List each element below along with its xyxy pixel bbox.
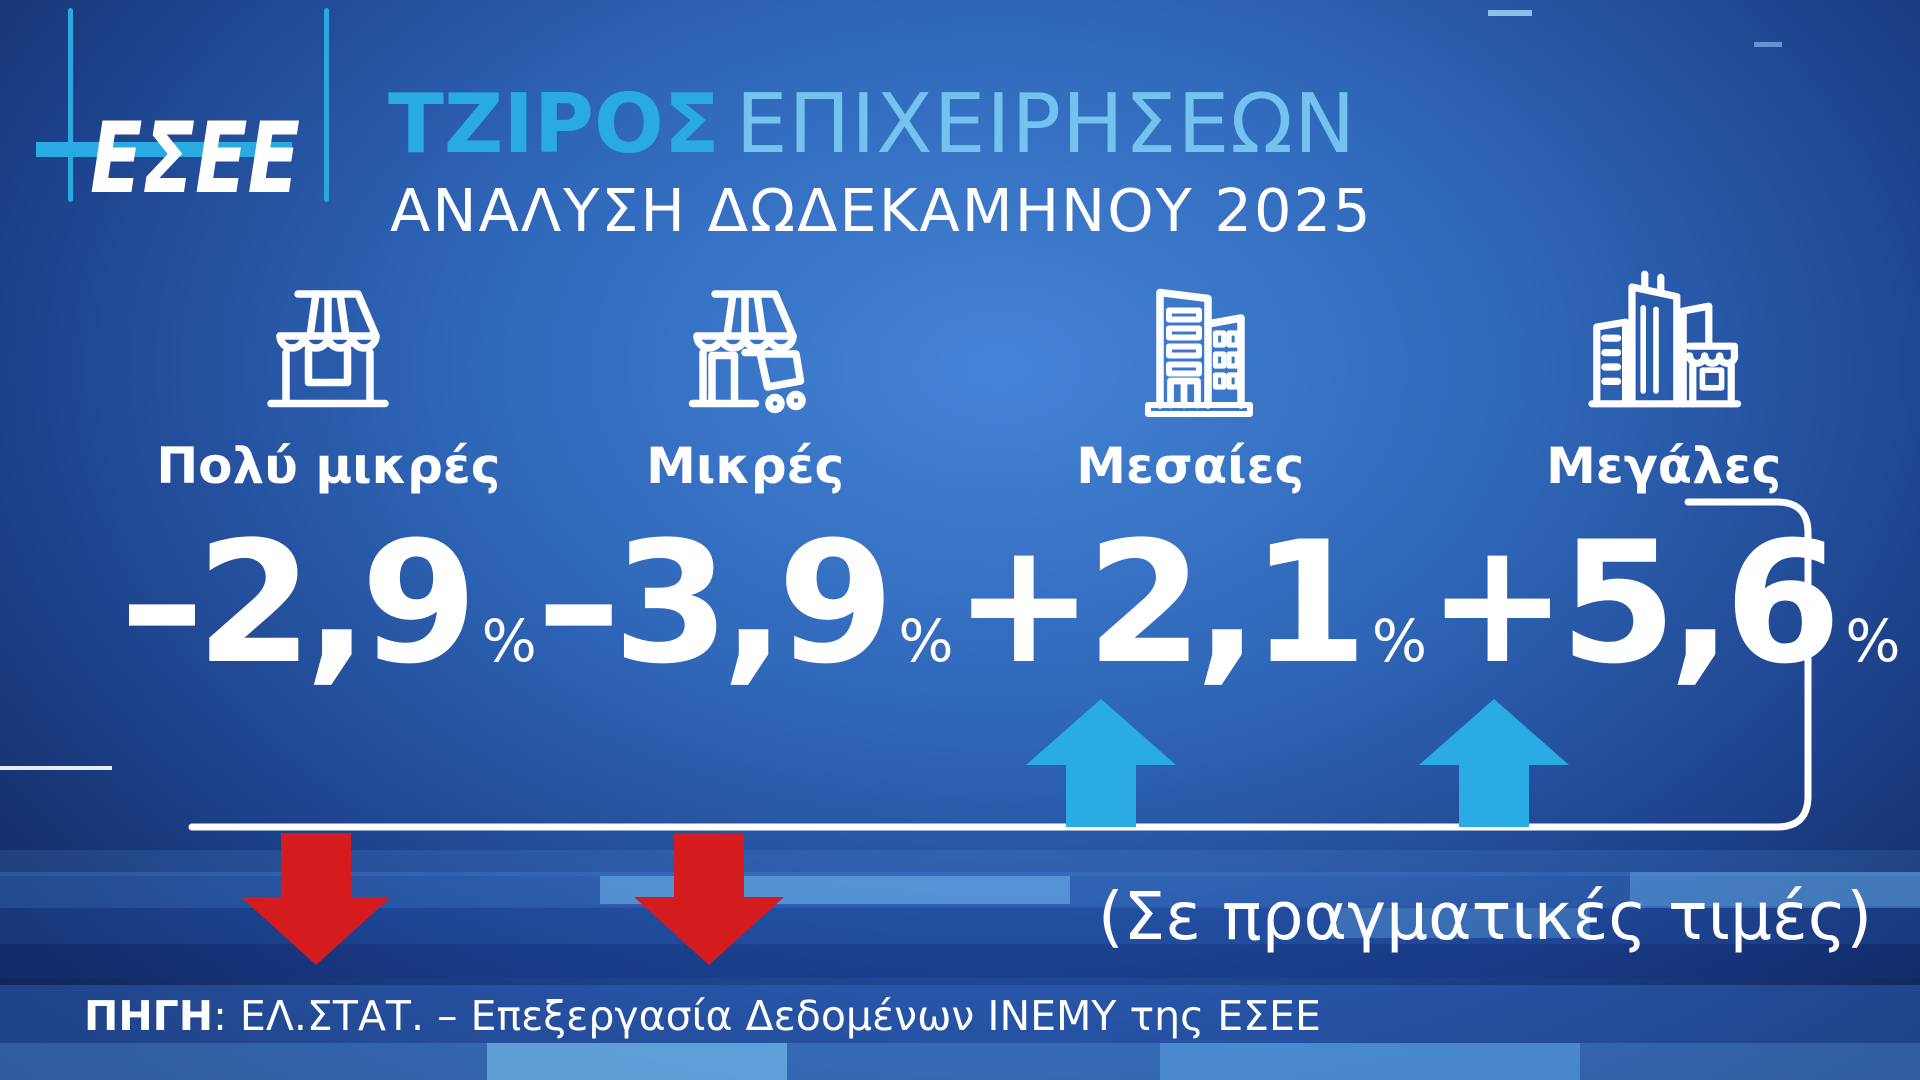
esee-logo: ΕΣΕΕ (36, 102, 300, 210)
category-column: Μεσαίες +2,1 % (953, 258, 1427, 687)
source-text: : ΕΛ.ΣΤΑΤ. – Επεξεργασία Δεδομένων ΙΝΕΜΥ… (213, 992, 1321, 1040)
city-skyline-icon (1584, 258, 1744, 423)
value-number: –3,9 (536, 505, 895, 701)
logo-divider-line (324, 8, 329, 202)
office-buildings-icon (1115, 258, 1265, 423)
category-column: Πολύ μικρές –2,9 % (120, 258, 537, 687)
categories-row: Πολύ μικρές –2,9 % Μικ (120, 258, 1900, 687)
page-title: ΤΖΙΡΟΣ ΕΠΙΧΕΙΡΗΣΕΩΝ (388, 84, 1356, 166)
logo-left-line (68, 8, 73, 202)
title-secondary: ΕΠΙΧΕΙΡΗΣΕΩΝ (735, 77, 1357, 172)
page-subtitle: ΑΝΑΛΥΣΗ ΔΩΔΕΚΑΜΗΝΟΥ 2025 (390, 176, 1373, 245)
value-number: +5,6 (1426, 505, 1841, 701)
source-label: ΠΗΓΗ (84, 992, 214, 1040)
trend-arrow-down-icon (634, 833, 784, 965)
logo-band (36, 142, 292, 157)
category-value: +2,1 % (953, 519, 1427, 687)
title-primary: ΤΖΙΡΟΣ (388, 77, 720, 172)
background-stripe (0, 1043, 1920, 1080)
percent-sign: % (898, 607, 954, 675)
trend-arrow-up-icon (1419, 699, 1569, 827)
category-label: Μεγάλες (1546, 437, 1782, 495)
storefront-icon (253, 258, 403, 423)
category-label: Πολύ μικρές (156, 437, 501, 495)
percent-sign: % (481, 607, 537, 675)
background-stripe (0, 766, 112, 770)
value-number: –2,9 (120, 505, 478, 701)
background-stripe (487, 1043, 787, 1080)
category-label: Μικρές (646, 437, 845, 495)
background-stripe (0, 985, 1920, 1043)
background-stripe (1160, 1043, 1580, 1080)
trend-arrow-up-icon (1026, 699, 1176, 827)
background-stripe (1630, 872, 1920, 908)
category-value: –2,9 % (120, 519, 537, 687)
logo-text: ΕΣΕΕ (90, 102, 300, 210)
category-column: Μεγάλες +5,6 % (1427, 258, 1901, 687)
background-stripe (1488, 10, 1532, 16)
value-number: +2,1 (953, 505, 1367, 701)
percent-sign: % (1845, 607, 1901, 675)
real-terms-note: (Σε πραγματικές τιμές) (1097, 878, 1873, 955)
background-stripe (1754, 42, 1782, 47)
source-line: ΠΗΓΗ: ΕΛ.ΣΤΑΤ. – Επεξεργασία Δεδομένων Ι… (84, 992, 1321, 1040)
background-stripe (1330, 908, 1590, 938)
category-value: –3,9 % (537, 519, 954, 687)
category-label: Μεσαίες (1076, 437, 1305, 495)
trend-arrow-down-icon (241, 833, 391, 965)
store-cart-icon (670, 258, 820, 423)
category-value: +5,6 % (1427, 519, 1901, 687)
percent-sign: % (1371, 607, 1427, 675)
category-column: Μικρές –3,9 % (537, 258, 954, 687)
